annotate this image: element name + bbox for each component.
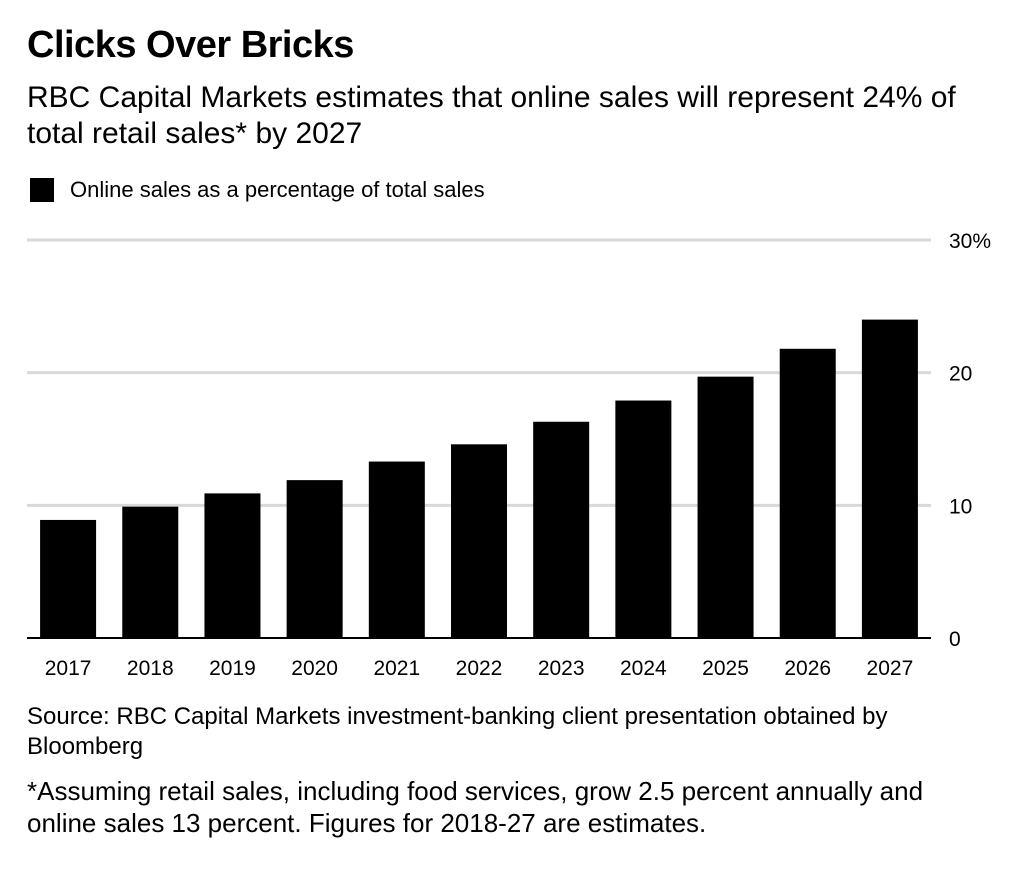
x-tick-label: 2017 <box>45 657 92 680</box>
x-tick-label: 2025 <box>702 657 749 680</box>
chart-title: Clicks Over Bricks <box>27 24 354 66</box>
y-tick-label: 30% <box>949 230 991 253</box>
bar <box>204 493 261 638</box>
bar <box>40 519 97 638</box>
x-tick-label: 2027 <box>867 657 914 680</box>
bar <box>533 421 590 638</box>
legend-swatch <box>30 178 54 202</box>
bar <box>697 376 754 638</box>
x-tick-label: 2026 <box>784 657 831 680</box>
bar <box>861 319 918 638</box>
x-tick-label: 2022 <box>456 657 503 680</box>
chart-subtitle: RBC Capital Markets estimates that onlin… <box>27 81 956 150</box>
bar <box>615 400 672 638</box>
footnote: *Assuming retail sales, including food s… <box>27 776 924 838</box>
x-tick-label: 2021 <box>373 657 420 680</box>
bar <box>286 480 343 638</box>
bar <box>451 444 507 638</box>
y-tick-label: 20 <box>949 363 972 386</box>
x-tick-label: 2018 <box>127 657 174 680</box>
x-tick-label: 2019 <box>209 657 256 680</box>
x-tick-label: 2020 <box>291 657 338 680</box>
bar-chart: 0 10 20 30% 2017 2018 2019 2020 2021 2022 2023 2024… <box>27 230 991 680</box>
bar <box>779 348 836 638</box>
bar <box>368 461 425 638</box>
source-note: Source: RBC Capital Markets investment-b… <box>27 703 888 760</box>
x-tick-label: 2023 <box>538 657 585 680</box>
legend: Online sales as a percentage of total sa… <box>30 176 485 204</box>
x-tick-label: 2024 <box>620 657 667 680</box>
legend-label: Online sales as a percentage of total sa… <box>70 177 485 202</box>
bar <box>122 506 179 638</box>
y-tick-label: 0 <box>949 628 961 651</box>
y-tick-label: 10 <box>949 495 972 518</box>
